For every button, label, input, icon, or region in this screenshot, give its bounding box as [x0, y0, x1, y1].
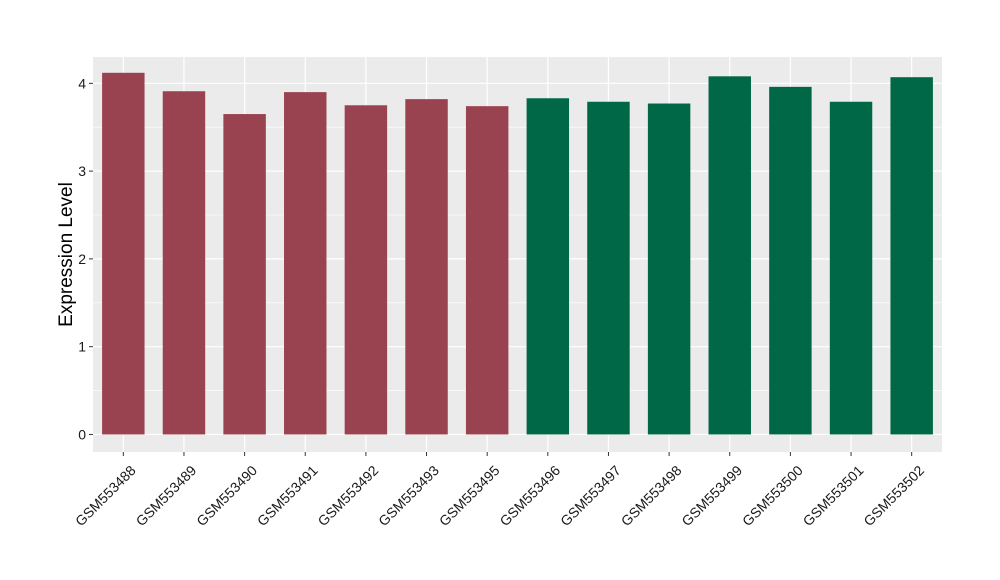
bar-GSM553500	[769, 86, 812, 435]
bar-GSM553502	[890, 77, 933, 435]
x-axis: GSM553488GSM553489GSM553490GSM553491GSM5…	[72, 452, 927, 529]
bar-GSM553501	[829, 101, 873, 435]
y-tick-label: 1	[78, 339, 86, 355]
x-tick-label: GSM553498	[618, 462, 685, 529]
bar-GSM553492	[344, 105, 388, 435]
y-tick-label: 2	[78, 251, 86, 267]
bar-GSM553499	[708, 76, 751, 435]
bar-GSM553495	[465, 106, 509, 435]
bar-GSM553497	[587, 101, 630, 435]
x-tick-label: GSM553497	[557, 462, 624, 529]
y-axis-title: Expression Level	[56, 182, 77, 327]
bars	[102, 72, 933, 435]
x-tick-label: GSM553492	[314, 462, 381, 529]
y-tick-label: 4	[78, 75, 86, 91]
bar-GSM553488	[102, 72, 145, 435]
x-tick-label: GSM553499	[678, 462, 745, 529]
bar-GSM553490	[223, 114, 266, 435]
bar-GSM553493	[405, 99, 448, 435]
bar-GSM553498	[647, 103, 691, 435]
x-tick-label: GSM553491	[254, 462, 321, 529]
x-tick-label: GSM553489	[133, 462, 200, 529]
y-tick-label: 0	[78, 426, 86, 442]
x-tick-label: GSM553490	[193, 462, 260, 529]
x-tick-label: GSM553502	[860, 462, 927, 529]
plot-panel	[93, 57, 942, 452]
x-tick-label: GSM553493	[375, 462, 442, 529]
x-tick-label: GSM553496	[496, 462, 563, 529]
x-tick-label: GSM553501	[800, 462, 867, 529]
bar-GSM553496	[526, 98, 570, 435]
x-tick-label: GSM553500	[739, 462, 806, 529]
y-tick-label: 3	[78, 163, 86, 179]
x-tick-label: GSM553495	[436, 462, 503, 529]
x-tick-label: GSM553488	[72, 462, 139, 529]
bar-GSM553489	[162, 91, 206, 435]
y-axis: 0 1 2 3 4	[78, 75, 93, 442]
bar-GSM553491	[284, 92, 327, 435]
